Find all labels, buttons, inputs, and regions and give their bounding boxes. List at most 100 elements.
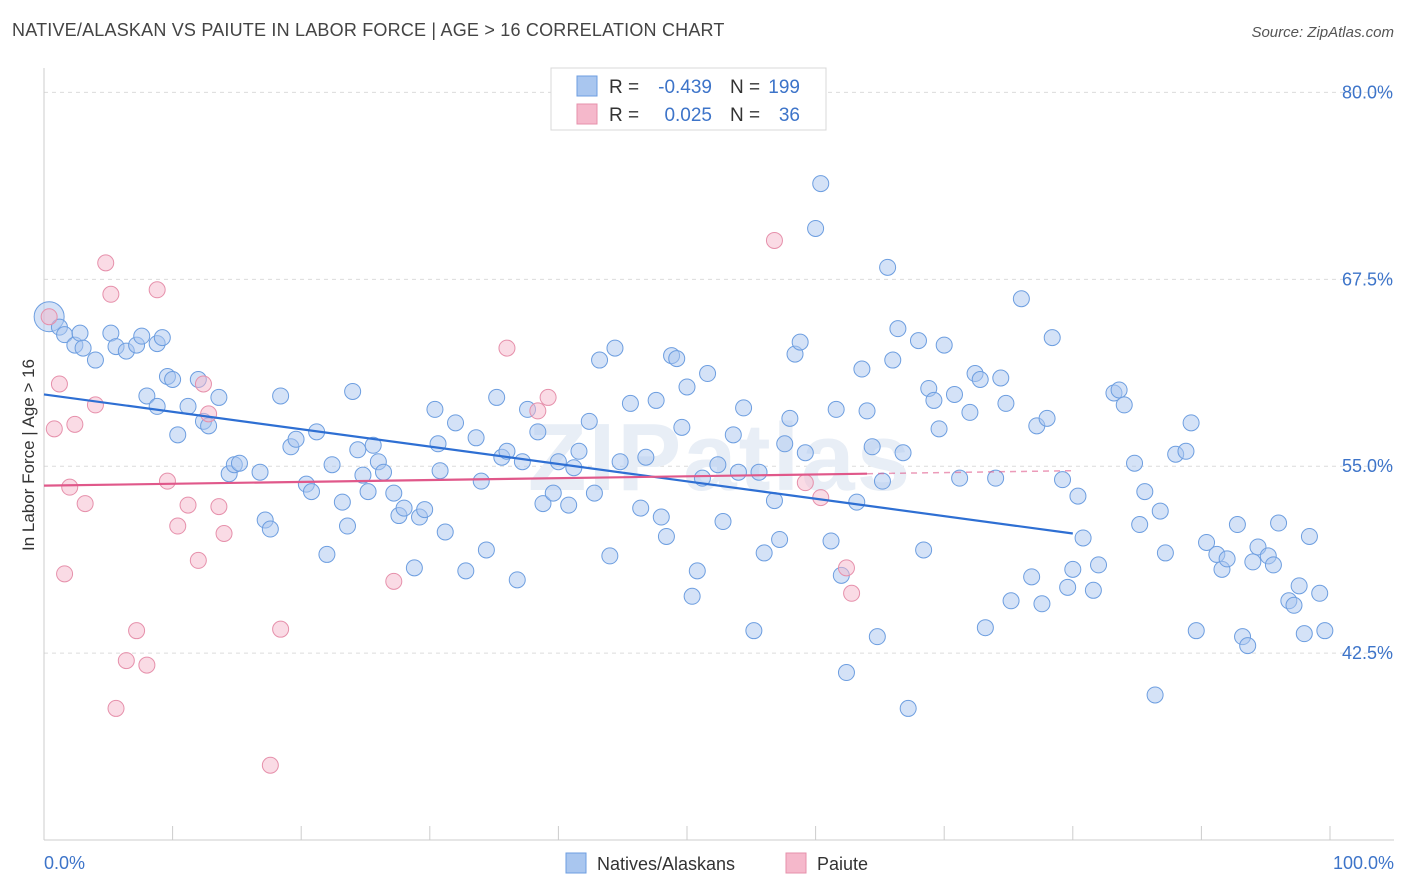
native-point [1177,442,1195,460]
native-point [534,495,552,513]
native-point [375,463,393,481]
native-point [477,541,495,559]
native-point [868,628,886,646]
native-point [889,320,907,338]
native-point [925,391,943,409]
paiute-point [40,308,58,326]
native-point [930,420,948,438]
native-point [364,436,382,454]
legend-n-label: N = [730,77,760,98]
paiute-point [189,551,207,569]
paiute-point [210,498,228,516]
native-point [611,453,629,471]
native-point [457,562,475,580]
paiute-point [107,699,125,717]
native-point [71,324,89,342]
y-tick-label: 67.5% [1342,269,1393,289]
native-point [302,483,320,501]
native-point [344,382,362,400]
native-point [513,453,531,471]
legend-swatch [576,103,598,125]
paiute-point [539,388,557,406]
legend-r-label: R = [609,105,639,126]
y-tick-labels: 80.0% 67.5% 55.0% 42.5% [1342,82,1393,663]
paiute-point [272,620,290,638]
native-point [987,469,1005,487]
native-point [750,463,768,481]
native-point [230,454,248,472]
native-point [1311,584,1329,602]
native-point [812,175,830,193]
native-point [585,484,603,502]
paiute-point [169,517,187,535]
series-legend-swatch [565,852,587,874]
paiute-point [97,254,115,272]
paiute-point [215,524,233,542]
paiute-point [76,495,94,513]
native-point [935,336,953,354]
native-point [858,402,876,420]
native-point [673,418,691,436]
correlation-legend: R = -0.439 N = 199 R = 0.025 N = 36 [550,67,827,131]
native-point [1064,560,1082,578]
legend-n-value: 36 [779,105,800,126]
paiute-point [200,405,218,423]
native-point [86,351,104,369]
native-point [1146,686,1164,704]
native-point [961,403,979,421]
axes [43,68,1394,841]
native-point [74,339,92,357]
native-point [169,426,187,444]
native-point [1264,556,1282,574]
paiute-point [66,415,84,433]
native-point [637,448,655,466]
native-point [164,370,182,388]
native-point [945,385,963,403]
native-point [467,429,485,447]
native-point [1218,550,1236,568]
native-point [915,541,933,559]
series-legend-label: Paiute [817,854,868,874]
native-point [899,699,917,717]
native-point [426,400,444,418]
paiute-point [86,396,104,414]
native-point [729,463,747,481]
native-point [755,544,773,562]
native-point [992,369,1010,387]
native-point [359,483,377,501]
native-point [431,462,449,480]
native-point [1110,381,1128,399]
native-point [699,365,717,383]
paiute-point [765,231,783,249]
native-point [1295,625,1313,643]
native-point [714,513,732,531]
native-point [508,571,526,589]
native-point [909,332,927,350]
native-point [1300,527,1318,545]
native-point [447,414,465,432]
native-point [951,469,969,487]
native-point [148,397,166,415]
native-point [1285,596,1303,614]
native-point [570,442,588,460]
native-point [688,562,706,580]
paiute-point [102,285,120,303]
paiute-point [194,375,212,393]
native-point [529,423,547,441]
native-point [683,587,701,605]
y-tick-label: 80.0% [1342,82,1393,102]
native-point [657,527,675,545]
native-point [349,441,367,459]
paiute-point [385,572,403,590]
paiute-point [61,478,79,496]
native-point [1156,544,1174,562]
native-point [153,329,171,347]
native-point [1187,622,1205,640]
legend-n-value: 199 [768,77,800,98]
chart-title: NATIVE/ALASKAN VS PAIUTE IN LABOR FORCE … [12,20,725,40]
y-axis-title: In Labor Force | Age > 16 [19,359,38,551]
native-point [848,493,866,511]
source-label: Source: ZipAtlas.com [1251,24,1394,41]
native-point [822,532,840,550]
